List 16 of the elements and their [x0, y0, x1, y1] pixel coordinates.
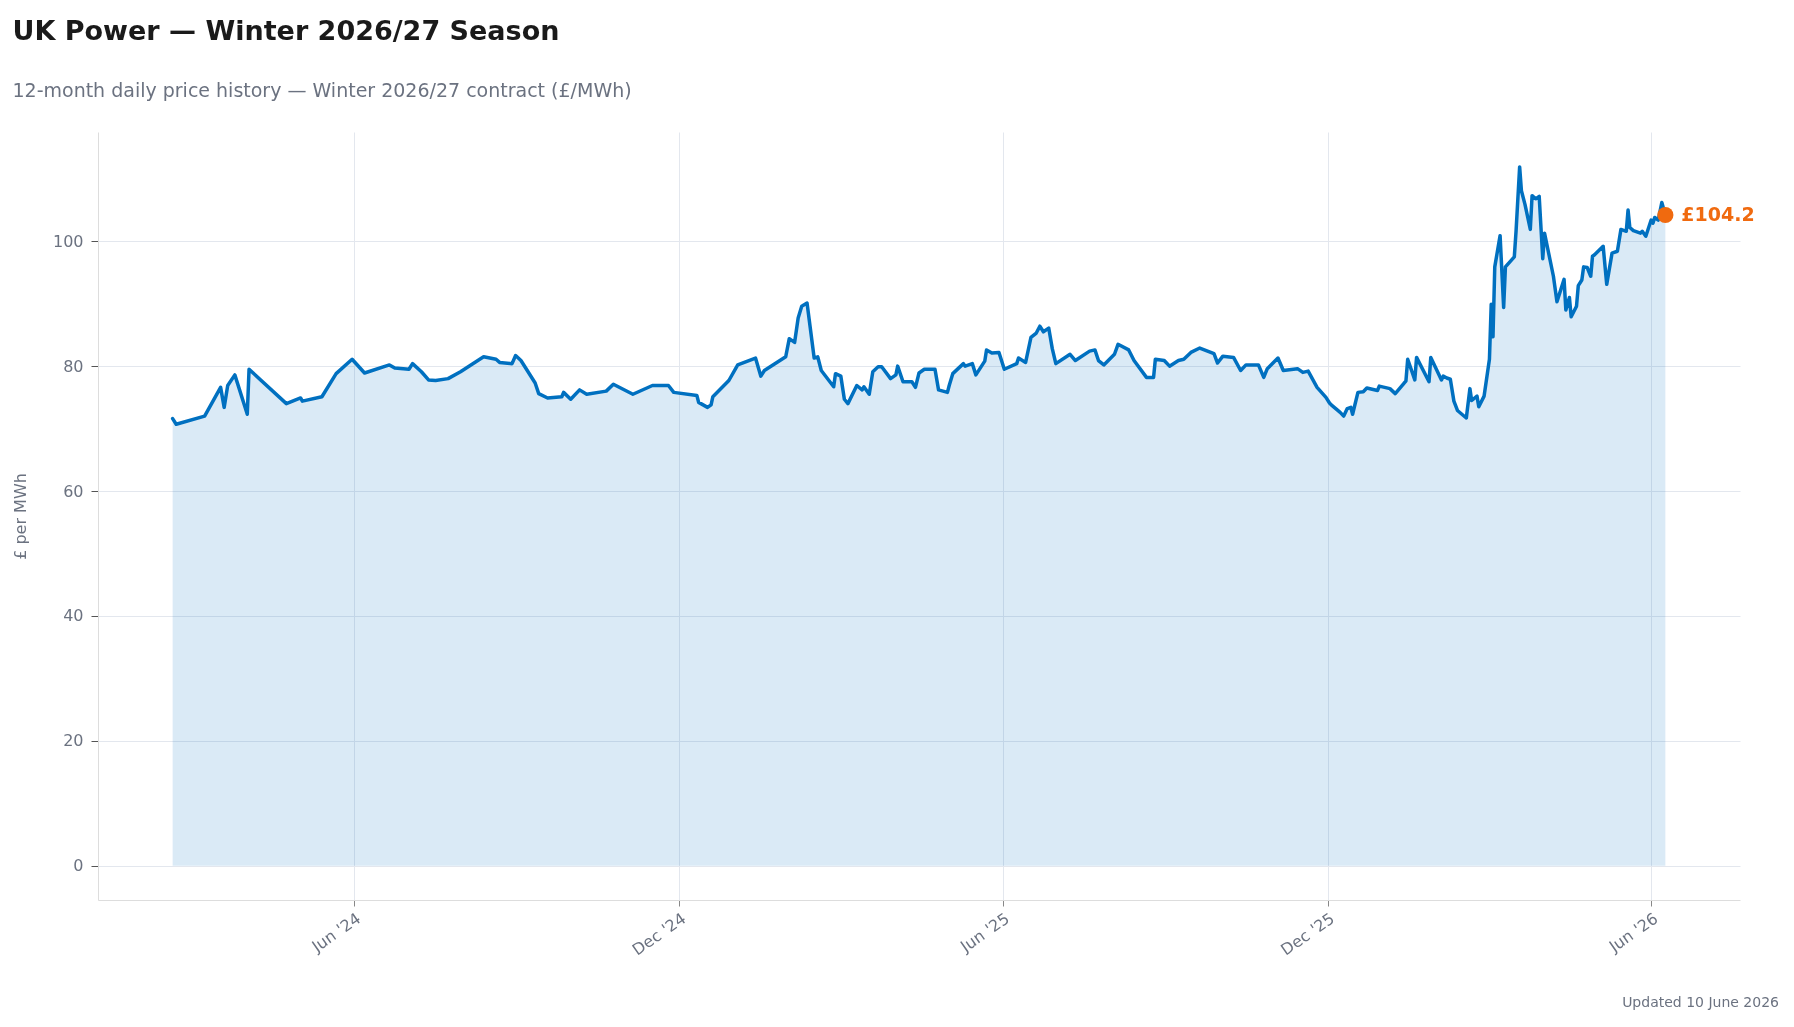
x-tick-label: Jun '25 — [956, 908, 1013, 957]
x-tick-label: Dec '24 — [628, 908, 690, 960]
x-tick-label: Dec '25 — [1277, 908, 1338, 960]
y-axis-title: £ per MWh — [10, 473, 30, 560]
chart-title: UK Power — Winter 2026/27 Season — [12, 15, 560, 46]
x-tick-label: Jun '26 — [1604, 908, 1662, 957]
annotation: £104.2 — [1681, 203, 1755, 226]
y-tick-label: 20 — [63, 731, 84, 751]
y-tick-label: 60 — [63, 481, 84, 501]
y-tick-label: 80 — [63, 356, 84, 376]
y-tick-label: 100 — [52, 231, 84, 251]
x-tick-label: Jun '24 — [307, 908, 365, 957]
chart-subtitle: 12-month daily price history — Winter 2026/27 contract (£/MWh) — [12, 79, 632, 101]
y-tick-label: 40 — [63, 606, 84, 626]
y-tick-label: 0 — [73, 856, 84, 876]
text: Updated 10 June 2026 — [1622, 994, 1780, 1010]
